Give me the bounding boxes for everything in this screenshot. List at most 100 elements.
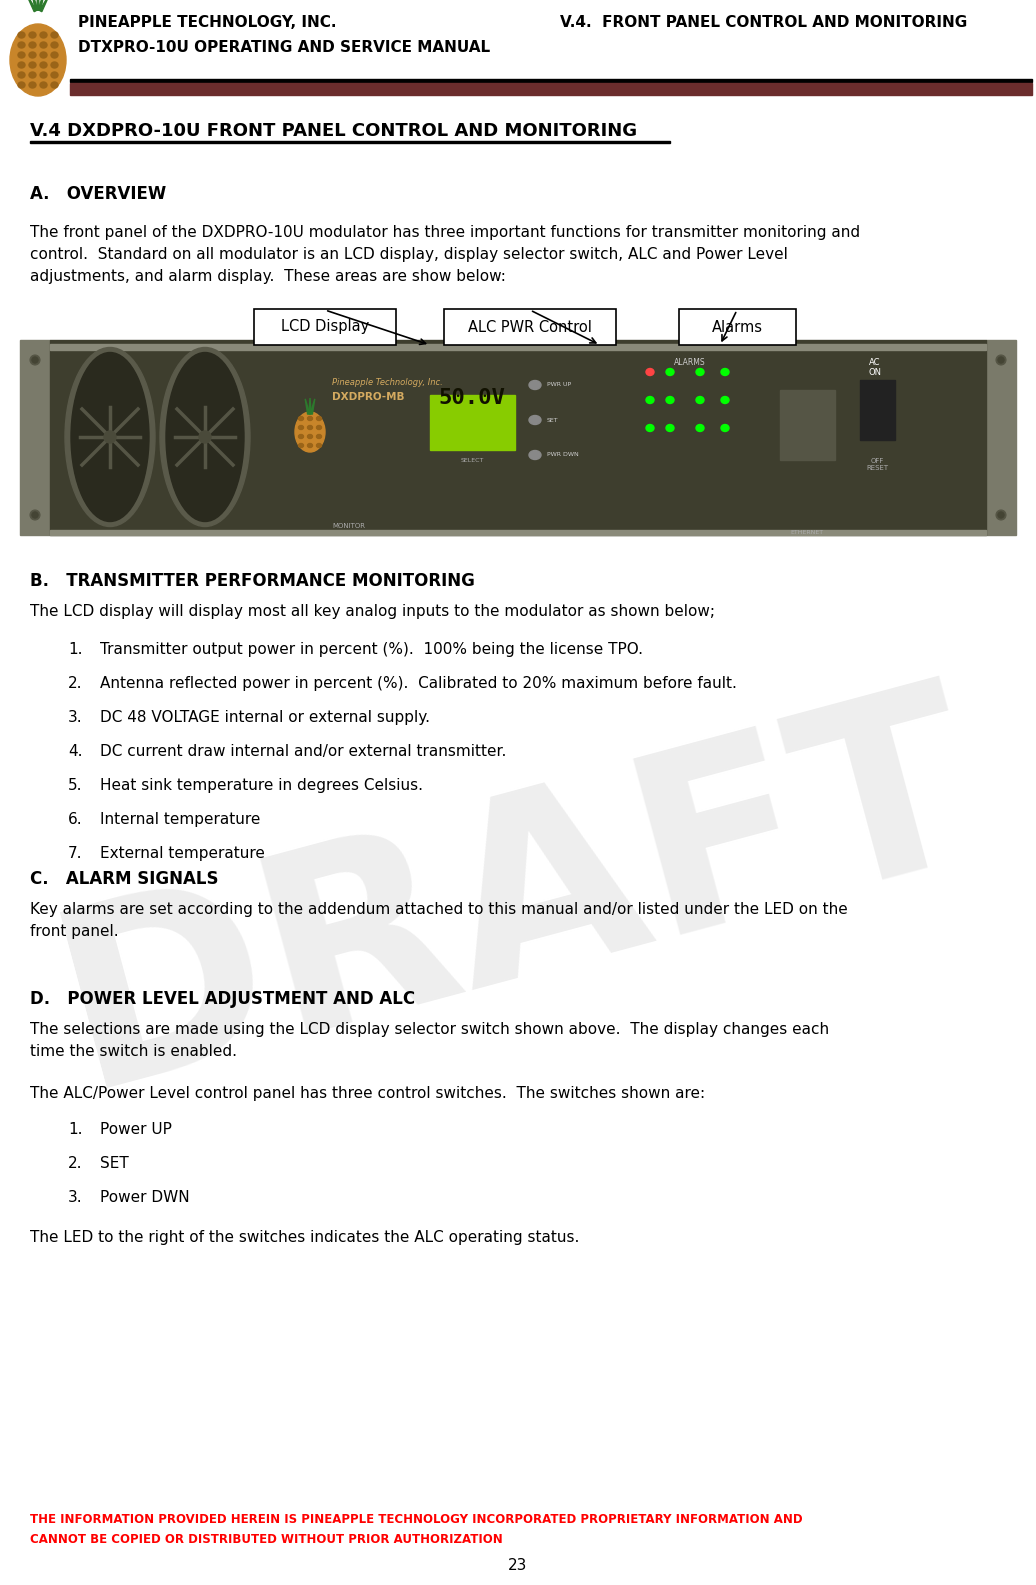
Text: Antenna reflected power in percent (%).  Calibrated to 20% maximum before fault.: Antenna reflected power in percent (%). …	[100, 675, 737, 691]
Ellipse shape	[721, 368, 729, 376]
Ellipse shape	[666, 425, 674, 431]
Ellipse shape	[40, 52, 47, 59]
Ellipse shape	[317, 444, 321, 447]
Ellipse shape	[18, 71, 25, 78]
Polygon shape	[39, 0, 51, 11]
Ellipse shape	[40, 82, 47, 89]
Polygon shape	[38, 0, 45, 11]
Ellipse shape	[317, 425, 321, 430]
Bar	[780, 390, 835, 460]
Text: The LCD display will display most all key analog inputs to the modulator as show: The LCD display will display most all ke…	[30, 604, 715, 620]
Ellipse shape	[295, 412, 325, 452]
FancyBboxPatch shape	[444, 309, 616, 346]
Ellipse shape	[51, 82, 58, 89]
Bar	[50, 341, 986, 536]
Ellipse shape	[10, 24, 66, 97]
Bar	[430, 395, 515, 450]
Text: SELECT: SELECT	[460, 458, 484, 463]
Text: Internal temperature: Internal temperature	[100, 812, 260, 827]
Ellipse shape	[29, 71, 36, 78]
Ellipse shape	[32, 357, 38, 363]
Ellipse shape	[646, 396, 654, 404]
Text: 7.: 7.	[68, 846, 83, 861]
Ellipse shape	[298, 444, 304, 447]
Bar	[20, 341, 50, 536]
Ellipse shape	[65, 347, 155, 526]
Ellipse shape	[18, 82, 25, 89]
Text: A.   OVERVIEW: A. OVERVIEW	[30, 185, 166, 203]
Text: V.4.  FRONT PANEL CONTROL AND MONITORING: V.4. FRONT PANEL CONTROL AND MONITORING	[560, 14, 968, 30]
Text: 2.: 2.	[68, 675, 83, 691]
Text: OFF
RESET: OFF RESET	[866, 458, 888, 471]
Ellipse shape	[996, 510, 1006, 520]
Ellipse shape	[721, 396, 729, 404]
Text: 23: 23	[509, 1558, 527, 1572]
Text: PWR DWN: PWR DWN	[547, 452, 579, 458]
Text: 3.: 3.	[68, 1190, 83, 1205]
Text: MONITOR: MONITOR	[332, 523, 365, 529]
Ellipse shape	[308, 425, 313, 430]
Ellipse shape	[51, 62, 58, 68]
Polygon shape	[306, 399, 310, 414]
Text: The selections are made using the LCD display selector switch shown above.  The : The selections are made using the LCD di…	[30, 1022, 829, 1059]
Ellipse shape	[40, 41, 47, 48]
Ellipse shape	[166, 352, 244, 521]
Text: V.4 DXDPRO-10U FRONT PANEL CONTROL AND MONITORING: V.4 DXDPRO-10U FRONT PANEL CONTROL AND M…	[30, 122, 637, 139]
Ellipse shape	[40, 62, 47, 68]
Bar	[986, 341, 1016, 536]
Ellipse shape	[308, 444, 313, 447]
Ellipse shape	[529, 380, 541, 390]
Ellipse shape	[696, 425, 704, 431]
Text: C.   ALARM SIGNALS: C. ALARM SIGNALS	[30, 870, 219, 888]
Text: SET: SET	[547, 417, 558, 423]
Text: The front panel of the DXDPRO-10U modulator has three important functions for tr: The front panel of the DXDPRO-10U modula…	[30, 225, 860, 284]
Ellipse shape	[998, 357, 1004, 363]
Ellipse shape	[529, 450, 541, 460]
Ellipse shape	[30, 510, 40, 520]
Text: 50.0V: 50.0V	[438, 388, 506, 407]
Text: Power UP: Power UP	[100, 1122, 172, 1136]
Text: DTXPRO-10U OPERATING AND SERVICE MANUAL: DTXPRO-10U OPERATING AND SERVICE MANUAL	[78, 40, 490, 55]
Text: 5.: 5.	[68, 778, 83, 792]
Ellipse shape	[721, 425, 729, 431]
Text: The LED to the right of the switches indicates the ALC operating status.: The LED to the right of the switches ind…	[30, 1230, 579, 1244]
Ellipse shape	[51, 71, 58, 78]
Ellipse shape	[18, 32, 25, 38]
Ellipse shape	[298, 425, 304, 430]
Polygon shape	[36, 0, 39, 10]
Text: PWR UP: PWR UP	[547, 382, 571, 387]
Text: Transmitter output power in percent (%).  100% being the license TPO.: Transmitter output power in percent (%).…	[100, 642, 643, 658]
Ellipse shape	[29, 52, 36, 59]
Text: 4.: 4.	[68, 743, 83, 759]
Ellipse shape	[298, 434, 304, 439]
Text: 1.: 1.	[68, 1122, 83, 1136]
Ellipse shape	[29, 41, 36, 48]
Text: Alarms: Alarms	[712, 320, 762, 334]
Text: D.   POWER LEVEL ADJUSTMENT AND ALC: D. POWER LEVEL ADJUSTMENT AND ALC	[30, 991, 415, 1008]
Ellipse shape	[29, 32, 36, 38]
Ellipse shape	[32, 512, 38, 518]
Ellipse shape	[40, 71, 47, 78]
Ellipse shape	[18, 41, 25, 48]
Ellipse shape	[29, 82, 36, 89]
Bar	[860, 380, 895, 441]
FancyBboxPatch shape	[254, 309, 396, 346]
Text: ALC PWR Control: ALC PWR Control	[468, 320, 592, 334]
Ellipse shape	[666, 396, 674, 404]
Ellipse shape	[29, 62, 36, 68]
Text: Pineapple Technology, Inc.: Pineapple Technology, Inc.	[332, 377, 442, 387]
Text: The ALC/Power Level control panel has three control switches.  The switches show: The ALC/Power Level control panel has th…	[30, 1086, 706, 1102]
Ellipse shape	[30, 355, 40, 365]
Text: B.   TRANSMITTER PERFORMANCE MONITORING: B. TRANSMITTER PERFORMANCE MONITORING	[30, 572, 474, 590]
Text: 1.: 1.	[68, 642, 83, 658]
Ellipse shape	[317, 417, 321, 420]
Text: 3.: 3.	[68, 710, 83, 724]
Ellipse shape	[646, 425, 654, 431]
Text: 2.: 2.	[68, 1155, 83, 1171]
Text: DC current draw internal and/or external transmitter.: DC current draw internal and/or external…	[100, 743, 507, 759]
Polygon shape	[309, 398, 311, 414]
Ellipse shape	[308, 434, 313, 439]
Ellipse shape	[160, 347, 250, 526]
Ellipse shape	[998, 512, 1004, 518]
Text: Key alarms are set according to the addendum attached to this manual and/or list: Key alarms are set according to the adde…	[30, 902, 847, 940]
